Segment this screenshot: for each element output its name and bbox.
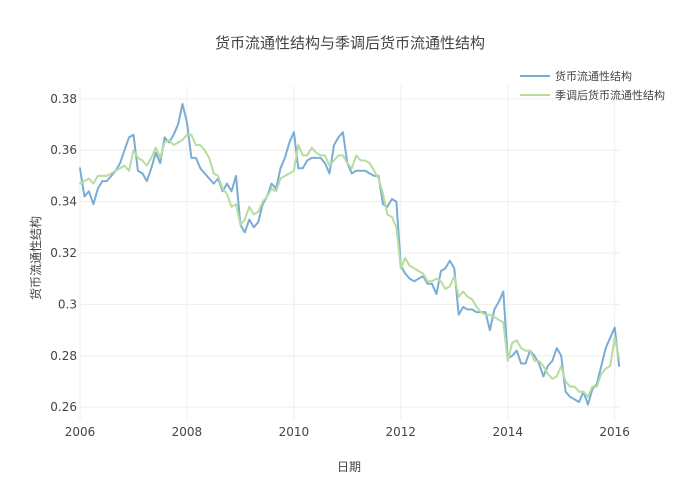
chart-title: 货币流通性结构与季调后货币流通性结构: [215, 34, 485, 52]
legend-item-series-2[interactable]: 季调后货币流通性结构: [520, 88, 665, 102]
y-tick-label: 0.32: [50, 246, 77, 260]
x-tick-label: 2010: [279, 425, 310, 439]
legend-label: 货币流通性结构: [555, 69, 632, 83]
legend-label: 季调后货币流通性结构: [555, 88, 665, 102]
x-axis-title: 日期: [337, 460, 361, 474]
y-tick-label: 0.26: [50, 400, 77, 414]
grid-lines: [79, 86, 620, 420]
series-line-1[interactable]: [79, 103, 621, 406]
y-tick-label: 0.28: [50, 349, 77, 363]
y-tick-label: 0.36: [50, 143, 77, 157]
legend: 货币流通性结构 季调后货币流通性结构: [520, 69, 665, 102]
x-tick-label: 2014: [492, 425, 523, 439]
y-axis-title: 货币流通性结构: [28, 216, 43, 300]
x-tick-label: 2016: [599, 425, 630, 439]
y-axis-ticks: 0.26 0.28 0.3 0.32 0.34 0.36 0.38: [50, 92, 77, 414]
legend-item-series-1[interactable]: 货币流通性结构: [520, 69, 632, 83]
x-tick-label: 2008: [172, 425, 203, 439]
x-tick-label: 2012: [386, 425, 417, 439]
y-tick-label: 0.34: [50, 195, 77, 209]
series-line-2[interactable]: [79, 133, 621, 398]
y-tick-label: 0.3: [58, 297, 77, 311]
y-tick-label: 0.38: [50, 92, 77, 106]
x-tick-label: 2006: [65, 425, 96, 439]
series-lines: [79, 103, 621, 406]
x-axis-ticks: 2006 2008 2010 2012 2014 2016: [65, 425, 630, 439]
